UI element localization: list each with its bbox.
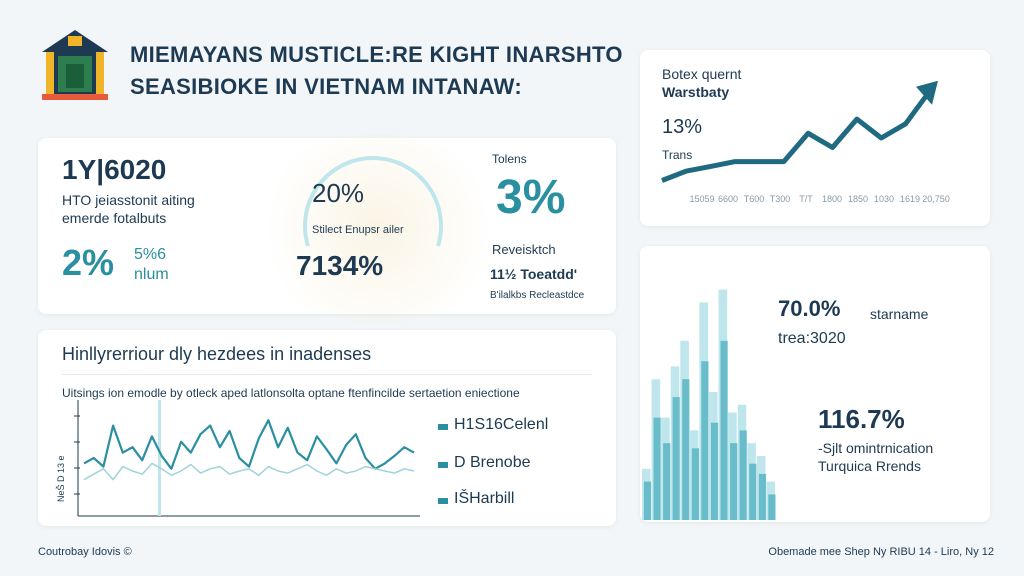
legend-swatch-3: [438, 498, 448, 504]
stats-card: 1Y|6020 HTO jeiasstonit aiting emerde fo…: [38, 134, 616, 324]
trend-x-tick: T/T: [799, 194, 813, 204]
house-icon: [42, 30, 108, 100]
trend-x-tick: 1030: [874, 194, 894, 204]
multi-line-chart: [74, 400, 420, 517]
legend-label-1: H1S16Celenl: [454, 416, 549, 433]
bar-2-3: [663, 443, 671, 520]
trend-x-tick: 15059: [689, 194, 714, 204]
page-title-line1: MIEMAYANS MUSTICLE:RE KIGHT INARSHTO: [130, 42, 623, 67]
bar-pct-1-label: starname: [870, 306, 929, 322]
trend-x-tick: 1800: [822, 194, 842, 204]
stat-right-label2: Reveisktch: [492, 242, 556, 257]
line-chart-title: Hinllyrerriour dly hezdees in inadenses: [62, 344, 372, 364]
bar-2-14: [768, 494, 776, 520]
bar-pct-2-line1: -Sjlt omintrnication: [818, 440, 934, 456]
stat-desc-line1: HTO jeiasstonit aiting: [62, 192, 195, 208]
trend-x-tick: 1619: [900, 194, 920, 204]
bar-2-7: [701, 361, 709, 520]
series-line-1: [83, 419, 415, 470]
bar-chart: [642, 289, 776, 520]
legend-label-3: IŠHarbill: [454, 490, 515, 507]
trend-title-line1: Botex quernt: [662, 66, 742, 82]
line-chart-card: Hinllyrerriour dly hezdees in inadenses …: [38, 330, 616, 526]
y-axis-label: NeŠ D 13 e: [56, 455, 66, 502]
line-chart-subtitle: Uitsings ion emodle by otleck aped latlo…: [62, 386, 520, 400]
stat-right-pct: 3%: [496, 171, 566, 224]
footer-left: Coutrobay Idovis ©: [38, 546, 132, 558]
stat-big-number: 1Y|6020: [62, 154, 167, 185]
trend-title-line2: Warstbaty: [662, 84, 730, 100]
stat-pct-mid-big: 7134%: [296, 250, 384, 281]
stat-right-foot2: B'ilalkbs Recleastdce: [490, 290, 585, 301]
trend-x-tick: 1850: [848, 194, 868, 204]
trend-line: [661, 89, 933, 183]
stat-right-foot1: 11½ Toeatdd': [490, 266, 578, 282]
trend-x-tick: 6600: [718, 194, 738, 204]
stat-pct-mid: 20%: [312, 178, 365, 208]
trend-pct: 13%: [662, 116, 703, 138]
bar-2-2: [653, 417, 661, 520]
background-globe: [248, 134, 508, 324]
bar-2-13: [758, 473, 766, 520]
trend-x-tick: 20,750: [922, 194, 950, 204]
bar-2-10: [730, 443, 738, 520]
trend-arrowhead: [916, 80, 938, 105]
bar-2-5: [682, 379, 690, 520]
legend-swatch-1: [438, 424, 448, 430]
bar-chart-card: 70.0% starname trea:3020 116.7% -Sjlt om…: [640, 246, 990, 522]
bar-2-9: [720, 340, 728, 520]
bar-pct-1-sub: trea:3020: [778, 330, 846, 347]
bar-2-8: [710, 422, 719, 520]
stat-right-label: Tolens: [492, 152, 527, 166]
legend-label-2: D Brenobe: [454, 454, 531, 471]
trend-card: Botex quernt Warstbaty 13% Trans 15059 66…: [640, 50, 990, 226]
stat-pct-left: 2%: [62, 242, 115, 283]
header-logo: [40, 28, 110, 100]
series-line-2: [83, 462, 415, 481]
footer-right: Obemade mee Shep Ny RIBU 14 - Liro, Ny 1…: [768, 546, 994, 558]
bar-pct-2-line2: Turquica Rrends: [818, 458, 921, 474]
bar-pct-1: 70.0%: [778, 296, 841, 321]
stat-mid-label: Stilect Enupsr ailer: [312, 224, 404, 236]
bar-2-4: [672, 397, 680, 520]
stat-desc-line2: emerde fotalbuts: [62, 210, 167, 226]
progress-ring: [303, 156, 443, 247]
trend-x-tick: T300: [770, 194, 791, 204]
trend-x-tick: T600: [744, 194, 765, 204]
trend-line-chart: 15059 6600 T600 T300 T/T 1800 1850 1030 1619 20,7…: [661, 80, 950, 204]
divider: [62, 374, 592, 375]
legend-swatch-2: [438, 462, 448, 468]
bar-2-12: [749, 463, 757, 520]
stat-pct-left-sub1: 5%6: [134, 246, 167, 263]
highlight-bar: [158, 400, 161, 516]
stat-pct-left-sub2: nlum: [134, 266, 169, 283]
bar-2-1: [643, 481, 652, 520]
page-title-line2: SEASIBIOKE IN VIETNAM INTANAW:: [130, 74, 522, 99]
bar-2-11: [739, 430, 747, 520]
trend-sub: Trans: [662, 148, 693, 162]
bar-2-6: [691, 448, 699, 520]
bar-pct-2: 116.7%: [818, 404, 905, 434]
